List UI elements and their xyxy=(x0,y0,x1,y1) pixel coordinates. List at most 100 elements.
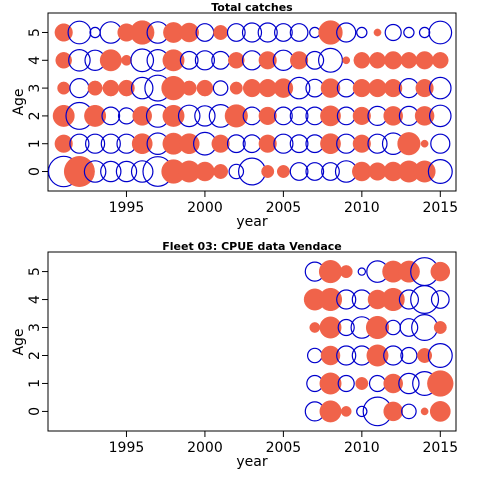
bubble-negative xyxy=(194,50,215,71)
bubble-positive xyxy=(309,322,321,333)
bubble-positive xyxy=(420,407,429,416)
bubble-negative xyxy=(305,162,325,181)
bubble-positive xyxy=(261,165,275,178)
bubble-negative xyxy=(306,347,323,364)
bubble-positive xyxy=(258,51,277,70)
bubble-negative xyxy=(399,318,419,337)
bubble-negative xyxy=(368,374,387,393)
bubble-positive xyxy=(229,81,243,95)
bubble-positive xyxy=(340,406,352,417)
bubble-positive xyxy=(55,52,72,69)
bubble-negative xyxy=(226,23,246,42)
bubble-positive xyxy=(366,344,389,367)
bubble-negative xyxy=(101,106,121,126)
bubble-positive xyxy=(179,22,199,43)
bubble-positive xyxy=(397,260,420,283)
bubble-negative xyxy=(400,346,418,365)
bubble-negative xyxy=(83,160,107,183)
bubble-negative xyxy=(356,26,368,39)
y-tick-label: 3 xyxy=(27,84,43,93)
bubble-positive xyxy=(415,51,434,70)
bubble-positive xyxy=(130,20,155,45)
y-tick-label: 0 xyxy=(27,167,43,176)
bubble-negative xyxy=(428,104,452,128)
bubble-positive xyxy=(52,104,75,127)
bubble-positive xyxy=(319,316,342,339)
bubble-negative xyxy=(401,403,417,420)
bubble-positive xyxy=(318,260,343,284)
bubble-negative xyxy=(336,345,357,366)
x-axis-label: year xyxy=(236,214,267,230)
bubble-negative xyxy=(100,160,122,183)
chart-title: Fleet 03: CPUE data Vendace xyxy=(162,240,342,253)
bubble-positive xyxy=(400,52,418,69)
bubble-positive xyxy=(384,51,403,70)
bubble-positive xyxy=(414,106,435,126)
bubble-positive xyxy=(242,79,262,98)
bubble-positive xyxy=(57,81,71,95)
bubble-layer xyxy=(303,257,454,427)
y-tick-label: 4 xyxy=(27,56,43,65)
y-tick-label: 2 xyxy=(27,111,43,120)
bubble-positive xyxy=(162,104,185,127)
bubble-positive xyxy=(339,265,353,279)
bubble-positive xyxy=(417,348,433,363)
bubble-positive xyxy=(397,132,421,156)
bubble-positive xyxy=(118,79,135,97)
bubble-positive xyxy=(383,401,403,422)
x-tick-label: 2010 xyxy=(344,200,380,216)
bubble-positive xyxy=(342,56,351,65)
bubble-positive xyxy=(433,321,447,334)
bubble-positive xyxy=(415,79,434,98)
bubble-negative xyxy=(383,345,404,366)
x-tick-label: 2000 xyxy=(187,200,223,216)
bubble-positive xyxy=(353,52,371,69)
y-tick-label: 4 xyxy=(27,295,43,304)
bubble-positive xyxy=(320,345,341,366)
bubble-positive xyxy=(319,400,342,423)
bubble-positive xyxy=(352,161,372,182)
bubble-negative xyxy=(336,22,357,43)
x-tick-label: 1995 xyxy=(109,440,145,456)
bubble-negative xyxy=(179,50,199,70)
y-axis: 0 1 2 3 4 5 xyxy=(27,267,48,416)
y-axis: 0 1 2 3 4 5 xyxy=(27,28,48,176)
bubble-positive xyxy=(383,373,403,394)
bubble-negative xyxy=(115,160,138,183)
bubble-negative xyxy=(289,23,309,42)
bubble-negative xyxy=(212,80,229,96)
x-tick-label: 2005 xyxy=(266,200,302,216)
bubble-negative xyxy=(130,48,155,73)
bubble-negative xyxy=(430,133,451,154)
plot-frame xyxy=(47,251,457,432)
bubble-negative xyxy=(318,47,344,73)
y-tick-label: 0 xyxy=(27,407,43,416)
bubble-positive xyxy=(181,80,197,96)
bubble-negative xyxy=(428,76,452,100)
bubble-negative xyxy=(84,133,106,154)
bubble-negative xyxy=(337,318,355,337)
bubble-positive xyxy=(365,315,390,340)
bubble-positive xyxy=(429,401,451,422)
bubble-negative xyxy=(69,133,90,154)
bubble-positive xyxy=(427,370,454,397)
x-tick-label: 2000 xyxy=(187,440,223,456)
bubble-positive xyxy=(420,139,429,148)
bubble-positive xyxy=(54,23,73,42)
bubble-negative xyxy=(226,134,246,154)
y-tick-label: 1 xyxy=(27,139,43,148)
bubble-positive xyxy=(102,79,120,97)
y-axis-label: Age xyxy=(11,88,27,115)
bubble-negative xyxy=(418,26,431,39)
bubble-negative xyxy=(336,289,357,310)
bubble-negative xyxy=(337,374,355,393)
bubble-negative xyxy=(130,76,154,100)
bubble-negative xyxy=(357,267,366,276)
bubble-positive xyxy=(369,52,386,69)
bubble-positive xyxy=(355,377,369,390)
bubble-positive xyxy=(352,79,371,98)
bubble-positive xyxy=(99,49,122,72)
y-axis-label: Age xyxy=(11,328,27,355)
bubble-positive xyxy=(228,52,245,69)
panel-total-catches: Total catches 1995 2000 2005 2010 2015 0 1 2 3 4… xyxy=(11,1,458,230)
